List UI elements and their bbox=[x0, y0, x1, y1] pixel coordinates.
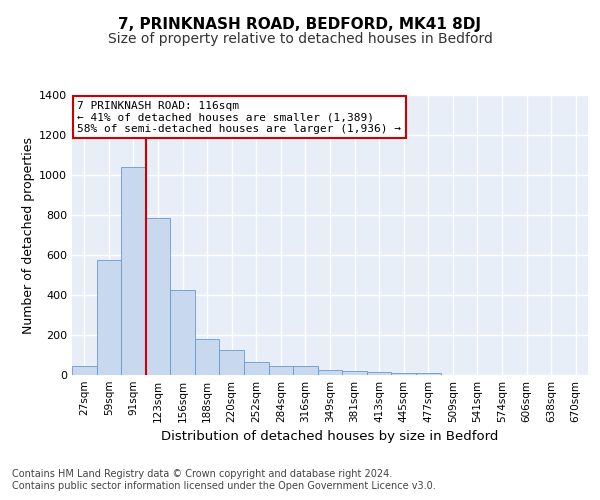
Bar bbox=[97, 260, 121, 375]
Text: Contains HM Land Registry data © Crown copyright and database right 2024.
Contai: Contains HM Land Registry data © Crown c… bbox=[12, 470, 436, 491]
Bar bbox=[391, 373, 416, 375]
Bar bbox=[72, 366, 97, 375]
Bar bbox=[367, 372, 391, 375]
Bar bbox=[342, 370, 367, 375]
Bar bbox=[195, 339, 220, 375]
X-axis label: Distribution of detached houses by size in Bedford: Distribution of detached houses by size … bbox=[161, 430, 499, 444]
Text: Size of property relative to detached houses in Bedford: Size of property relative to detached ho… bbox=[107, 32, 493, 46]
Bar bbox=[146, 218, 170, 375]
Bar bbox=[269, 366, 293, 375]
Bar bbox=[244, 362, 269, 375]
Text: 7, PRINKNASH ROAD, BEDFORD, MK41 8DJ: 7, PRINKNASH ROAD, BEDFORD, MK41 8DJ bbox=[119, 18, 482, 32]
Bar bbox=[318, 370, 342, 375]
Y-axis label: Number of detached properties: Number of detached properties bbox=[22, 136, 35, 334]
Bar bbox=[220, 350, 244, 375]
Text: 7 PRINKNASH ROAD: 116sqm
← 41% of detached houses are smaller (1,389)
58% of sem: 7 PRINKNASH ROAD: 116sqm ← 41% of detach… bbox=[77, 100, 401, 134]
Bar bbox=[121, 167, 146, 375]
Bar bbox=[170, 290, 195, 375]
Bar bbox=[416, 372, 440, 375]
Bar bbox=[293, 366, 318, 375]
